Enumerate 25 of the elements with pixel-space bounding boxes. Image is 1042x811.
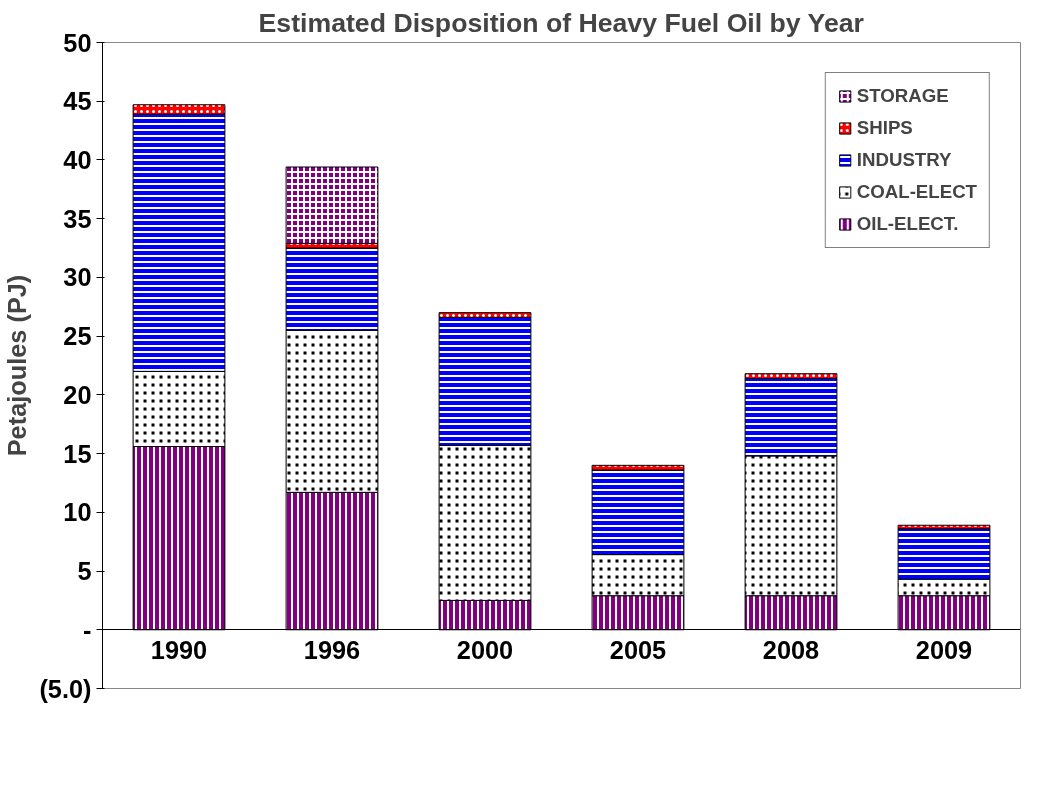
x-tick-label: 2009 bbox=[915, 635, 973, 664]
y-tick-label: - bbox=[83, 615, 92, 644]
y-tick-label: 45 bbox=[63, 87, 92, 116]
chart-title: Estimated Disposition of Heavy Fuel Oil by Year bbox=[258, 7, 864, 38]
x-tick-label: 1996 bbox=[303, 635, 361, 664]
legend-label: STORAGE bbox=[856, 85, 949, 107]
y-tick-label: 25 bbox=[63, 322, 92, 351]
y-tick-label: 5 bbox=[77, 557, 92, 586]
x-tick-label: 2005 bbox=[609, 635, 667, 664]
legend-label: OIL-ELECT. bbox=[856, 213, 959, 235]
y-axis-title: Petajoules (PJ) bbox=[3, 274, 32, 457]
legend-label: SHIPS bbox=[856, 117, 913, 139]
legend-label: COAL-ELECT bbox=[856, 181, 977, 203]
x-tick-label: 1990 bbox=[150, 635, 208, 664]
y-tick-label: 50 bbox=[63, 28, 92, 57]
x-tick-label: 2000 bbox=[456, 635, 514, 664]
y-tick-label: (5.0) bbox=[39, 674, 92, 703]
x-tick-label: 2008 bbox=[762, 635, 820, 664]
y-tick-label: 10 bbox=[63, 498, 92, 527]
legend-label: INDUSTRY bbox=[856, 149, 952, 171]
y-tick-label: 20 bbox=[63, 380, 92, 409]
y-tick-label: 40 bbox=[63, 145, 92, 174]
y-tick-label: 35 bbox=[63, 204, 92, 233]
y-tick-label: 15 bbox=[63, 439, 92, 468]
y-tick-label: 30 bbox=[63, 263, 92, 292]
